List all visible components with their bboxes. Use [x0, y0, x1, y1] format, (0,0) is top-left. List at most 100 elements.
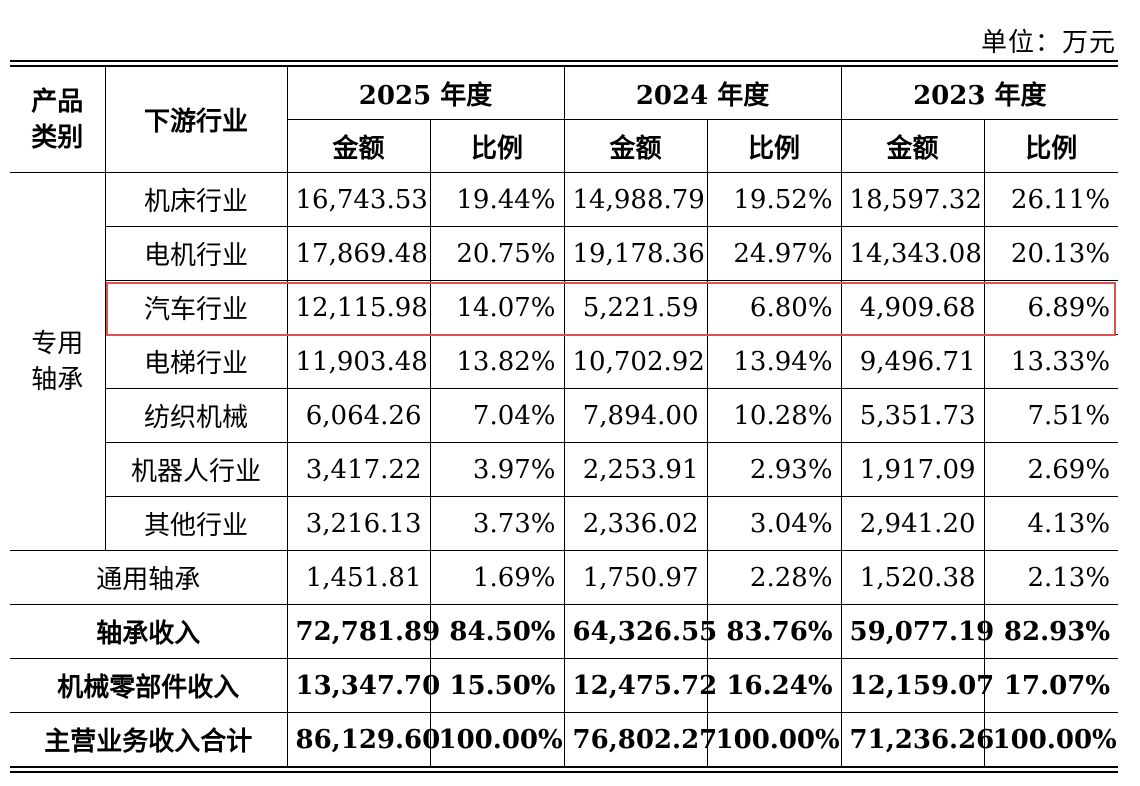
special-row-1-y2024-amount: 19,178.36 — [563, 226, 708, 281]
special-row-2-y2025-ratio: 14.07% — [429, 280, 565, 335]
total-row-2-y2023-amount: 71,236.26 — [840, 712, 994, 766]
special-row-3-y2024-ratio: 13.94% — [706, 334, 842, 389]
total-row-0-y2023-amount: 59,077.19 — [840, 604, 994, 659]
special-row-3-y2023-ratio: 13.33% — [983, 334, 1119, 389]
special-row-4-y2024-amount: 7,894.00 — [563, 388, 708, 443]
header-category: 产品 类别 — [10, 67, 106, 173]
unit-label: 单位：万元 — [980, 28, 1116, 58]
special-row-6-y2024-ratio: 3.04% — [706, 496, 842, 551]
total-row-2-y2024-amount: 76,802.27 — [563, 712, 717, 766]
special-row-6-y2025-amount: 3,216.13 — [286, 496, 431, 551]
special-row-3-y2023-amount: 9,496.71 — [840, 334, 985, 389]
special-row-5-y2023-amount: 1,917.09 — [840, 442, 985, 497]
special-row-0-y2023-ratio: 26.11% — [983, 172, 1119, 227]
special-row-4-y2023-amount: 5,351.73 — [840, 388, 985, 443]
header-ratio-2025: 比例 — [429, 119, 565, 173]
table-row-total: 主营业务收入合计 86,129.60 100.00% 76,802.27 100.00%… — [10, 712, 1119, 766]
special-row-5-y2024-ratio: 2.93% — [706, 442, 842, 497]
special-row-2-y2024-ratio: 6.80% — [706, 280, 842, 335]
total-label: 主营业务收入合计 — [10, 712, 288, 766]
table-row: 其他行业 3,216.13 3.73% 2,336.02 3.04% 2,941.20 4.… — [10, 496, 1119, 551]
table-bottom-double-rule — [10, 766, 1118, 773]
header-year-2024: 2024 年度 — [563, 67, 842, 120]
special-row-5-y2025-ratio: 3.97% — [429, 442, 565, 497]
total-row-1-y2023-ratio: 17.07% — [983, 658, 1119, 713]
industry-name: 机器人行业 — [104, 442, 288, 497]
special-row-2-y2024-amount: 5,221.59 — [563, 280, 708, 335]
special-row-4-y2025-ratio: 7.04% — [429, 388, 565, 443]
table-row: 电机行业 17,869.48 20.75% 19,178.36 24.97% 14,343… — [10, 226, 1119, 281]
special-row-2-y2023-ratio: 6.89% — [983, 280, 1119, 335]
header-amount-2025: 金额 — [286, 119, 431, 173]
total-row-1-y2025-ratio: 15.50% — [429, 658, 565, 713]
special-row-1-y2024-ratio: 24.97% — [706, 226, 842, 281]
table-row-total: 机械零部件收入 13,347.70 15.50% 12,475.72 16.24% 12,… — [10, 658, 1119, 713]
special-row-6-y2023-ratio: 4.13% — [983, 496, 1119, 551]
total-row-2-y2023-ratio: 100.00% — [983, 712, 1119, 766]
special-bearing-label-line1: 专用 — [31, 328, 84, 359]
total-row-1-y2024-amount: 12,475.72 — [563, 658, 717, 713]
total-row-0-y2024-amount: 64,326.55 — [563, 604, 717, 659]
revenue-table-wrapper: 产品 类别 下游行业 2025 年度 2024 年度 2023 年度 金额 比例… — [10, 60, 1119, 773]
industry-name: 汽车行业 — [104, 280, 288, 335]
special-row-1-y2025-amount: 17,869.48 — [286, 226, 431, 281]
total-row-0-y2025-amount: 72,781.89 — [286, 604, 440, 659]
table-row: 电梯行业 11,903.48 13.82% 10,702.92 13.94% 9,496.… — [10, 334, 1119, 389]
header-amount-2024: 金额 — [563, 119, 708, 173]
table-row-total: 轴承收入 72,781.89 84.50% 64,326.55 83.76% 59,077… — [10, 604, 1119, 659]
general-bearing-y2023-amount: 1,520.38 — [840, 550, 985, 605]
industry-name: 电梯行业 — [104, 334, 288, 389]
total-row-0-y2023-ratio: 82.93% — [983, 604, 1119, 659]
header-industry: 下游行业 — [104, 67, 288, 173]
special-row-6-y2025-ratio: 3.73% — [429, 496, 565, 551]
special-row-3-y2025-ratio: 13.82% — [429, 334, 565, 389]
general-bearing-y2025-ratio: 1.69% — [429, 550, 565, 605]
revenue-table: 产品 类别 下游行业 2025 年度 2024 年度 2023 年度 金额 比例… — [10, 67, 1119, 766]
special-row-3-y2025-amount: 11,903.48 — [286, 334, 431, 389]
special-row-1-y2023-ratio: 20.13% — [983, 226, 1119, 281]
header-year-2025: 2025 年度 — [286, 67, 565, 120]
special-row-0-y2023-amount: 18,597.32 — [840, 172, 985, 227]
table-row: 专用 轴承 机床行业 16,743.53 19.44% 14,988.79 19.52% 18… — [10, 172, 1119, 551]
general-bearing-label: 通用轴承 — [10, 550, 288, 605]
special-row-6-y2024-amount: 2,336.02 — [563, 496, 708, 551]
special-row-0-y2024-ratio: 19.52% — [706, 172, 842, 227]
general-bearing-y2023-ratio: 2.13% — [983, 550, 1119, 605]
table-row-general-bearing: 通用轴承 1,451.81 1.69% 1,750.97 2.28% 1,520.38 2.… — [10, 550, 1119, 605]
table-row: 机器人行业 3,417.22 3.97% 2,253.91 2.93% 1,917.09 2… — [10, 442, 1119, 497]
special-row-0-y2024-amount: 14,988.79 — [563, 172, 708, 227]
special-row-1-y2023-amount: 14,343.08 — [840, 226, 985, 281]
special-row-6-y2023-amount: 2,941.20 — [840, 496, 985, 551]
total-label: 轴承收入 — [10, 604, 288, 659]
general-bearing-y2024-amount: 1,750.97 — [563, 550, 708, 605]
special-row-2-y2023-amount: 4,909.68 — [840, 280, 985, 335]
special-row-0-y2025-ratio: 19.44% — [429, 172, 565, 227]
industry-name: 电机行业 — [104, 226, 288, 281]
special-row-5-y2025-amount: 3,417.22 — [286, 442, 431, 497]
total-row-0-y2024-ratio: 83.76% — [706, 604, 842, 659]
special-row-4-y2023-ratio: 7.51% — [983, 388, 1119, 443]
general-bearing-y2025-amount: 1,451.81 — [286, 550, 431, 605]
total-label: 机械零部件收入 — [10, 658, 288, 713]
header-year-2023: 2023 年度 — [840, 67, 1119, 120]
special-row-3-y2024-amount: 10,702.92 — [563, 334, 708, 389]
header-row-years: 产品 类别 下游行业 2025 年度 2024 年度 2023 年度 — [10, 67, 1119, 173]
table-top-double-rule — [10, 60, 1118, 67]
industry-name: 其他行业 — [104, 496, 288, 551]
header-amount-2023: 金额 — [840, 119, 985, 173]
special-row-5-y2023-ratio: 2.69% — [983, 442, 1119, 497]
special-row-5-y2024-amount: 2,253.91 — [563, 442, 708, 497]
total-row-1-y2024-ratio: 16.24% — [706, 658, 842, 713]
special-row-0-y2025-amount: 16,743.53 — [286, 172, 431, 227]
special-row-2-y2025-amount: 12,115.98 — [286, 280, 431, 335]
total-row-2-y2025-amount: 86,129.60 — [286, 712, 440, 766]
special-row-4-y2025-amount: 6,064.26 — [286, 388, 431, 443]
header-category-line1: 产品 — [31, 86, 84, 117]
total-row-2-y2025-ratio: 100.00% — [429, 712, 565, 766]
header-ratio-2024: 比例 — [706, 119, 842, 173]
special-bearing-category: 专用 轴承 — [10, 172, 106, 551]
industry-name: 机床行业 — [104, 172, 288, 227]
header-ratio-2023: 比例 — [983, 119, 1119, 173]
special-row-4-y2024-ratio: 10.28% — [706, 388, 842, 443]
special-bearing-label-line2: 轴承 — [31, 364, 84, 395]
